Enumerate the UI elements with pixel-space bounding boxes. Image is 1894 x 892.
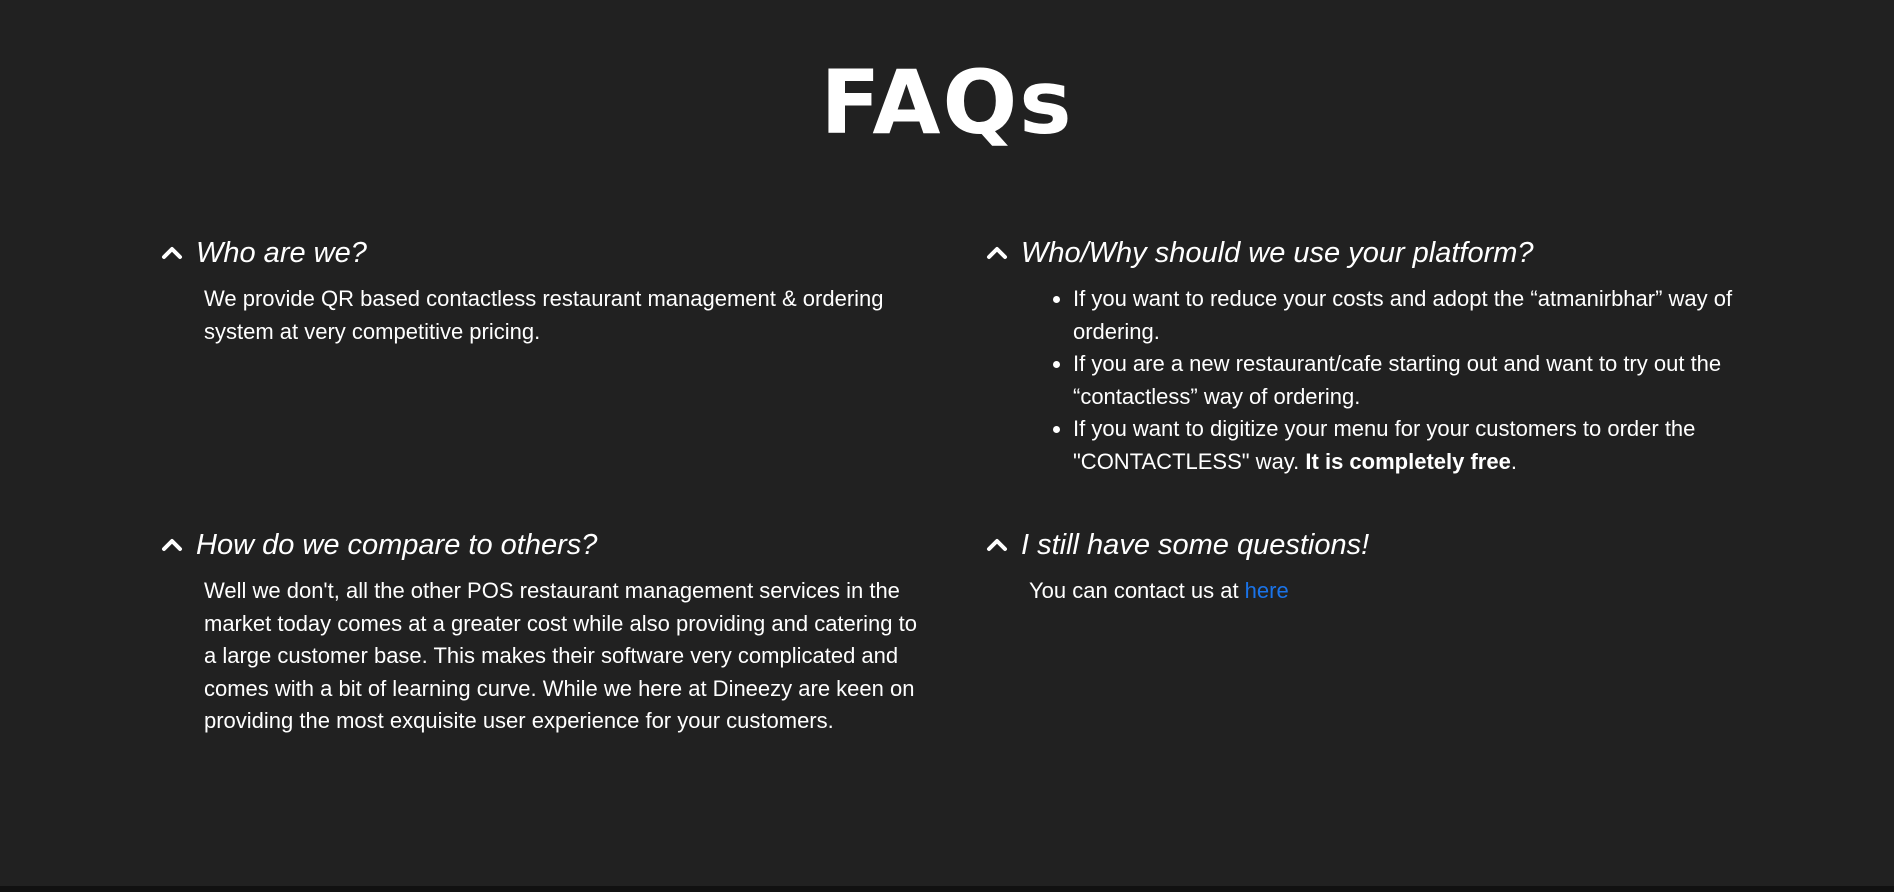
faq-answer-text: Well we don't, all the other POS restaur… (204, 578, 917, 733)
faq-answer: If you want to reduce your costs and ado… (985, 283, 1765, 478)
list-item-text: If you want to digitize your menu for yo… (1073, 416, 1696, 474)
faq-item-who-why-use-platform: Who/Why should we use your platform? If … (985, 233, 1765, 478)
faq-question-label: Who/Why should we use your platform? (1021, 237, 1534, 269)
chevron-up-icon (987, 247, 1007, 259)
list-item: If you want to digitize your menu for yo… (1073, 413, 1765, 478)
list-item: If you are a new restaurant/cafe startin… (1073, 348, 1765, 413)
faq-question-toggle[interactable]: Who are we? (160, 233, 930, 273)
faq-answer: You can contact us at here (985, 575, 1765, 608)
faq-question-toggle[interactable]: Who/Why should we use your platform? (985, 233, 1765, 273)
faq-question-label: Who are we? (196, 237, 367, 269)
list-item-suffix: . (1510, 448, 1517, 474)
contact-here-link[interactable]: here (1244, 578, 1289, 603)
faq-answer-text: We provide QR based contactless restaura… (204, 286, 884, 344)
faq-item-who-are-we: Who are we? We provide QR based contactl… (160, 233, 930, 348)
faq-item-compare-to-others: How do we compare to others? Well we don… (160, 525, 935, 738)
faq-item-still-have-questions: I still have some questions! You can con… (985, 525, 1765, 608)
list-item: If you want to reduce your costs and ado… (1073, 283, 1765, 348)
chevron-up-icon (162, 247, 182, 259)
chevron-up-icon (987, 539, 1007, 551)
footer-divider (0, 886, 1894, 892)
faq-question-label: How do we compare to others? (196, 529, 598, 561)
faq-answer: Well we don't, all the other POS restaur… (160, 575, 935, 738)
faq-answer: We provide QR based contactless restaura… (160, 283, 930, 348)
faq-question-toggle[interactable]: I still have some questions! (985, 525, 1765, 565)
list-item-emphasis: It is completely free (1305, 448, 1511, 474)
chevron-up-icon (162, 539, 182, 551)
faq-answer-list: If you want to reduce your costs and ado… (1029, 283, 1765, 478)
page-title: FAQs (820, 51, 1074, 154)
faq-answer-text: You can contact us at (1029, 578, 1245, 603)
faq-question-label: I still have some questions! (1021, 529, 1370, 561)
faq-question-toggle[interactable]: How do we compare to others? (160, 525, 935, 565)
